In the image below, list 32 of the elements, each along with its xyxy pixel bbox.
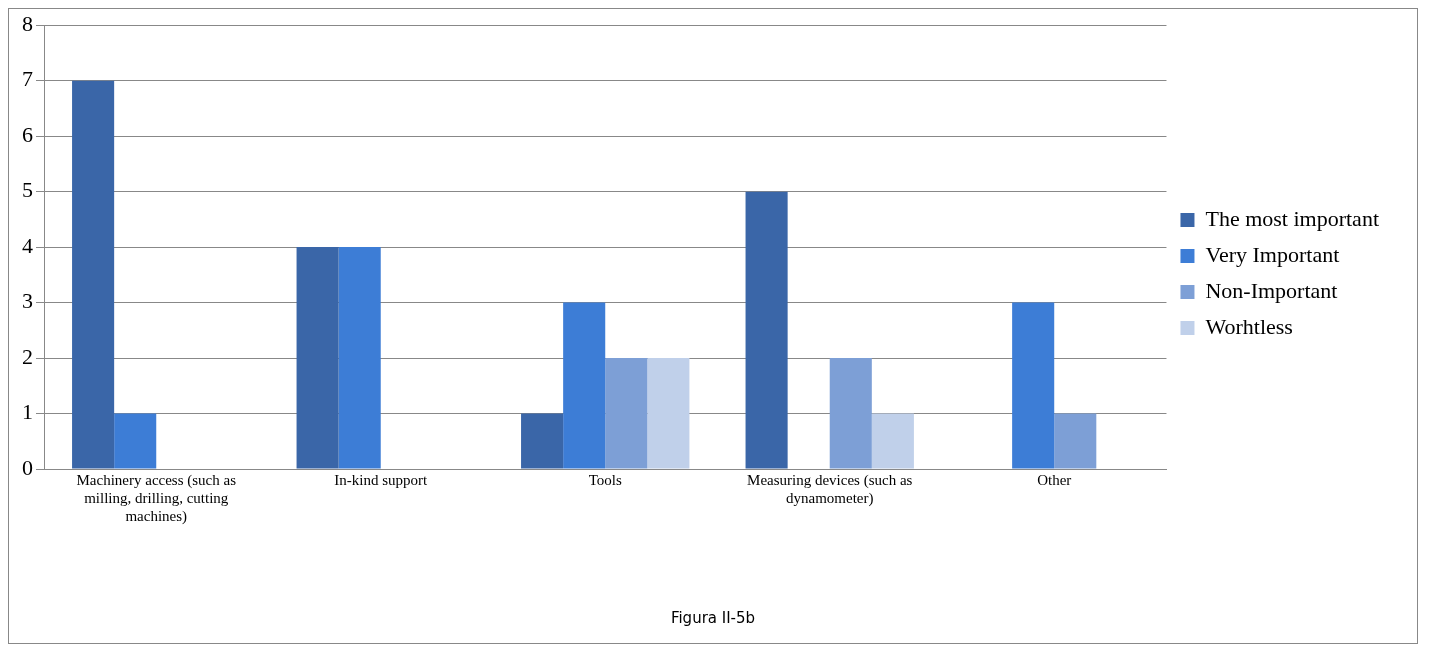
bar xyxy=(1012,302,1055,469)
y-tick-label: 6 xyxy=(22,121,33,147)
legend-label: Very Important xyxy=(1205,241,1340,267)
y-tick-label: 4 xyxy=(22,232,33,258)
x-tick-label: Measuring devices (such as dynamometer) xyxy=(747,471,913,507)
y-tick-label: 8 xyxy=(22,10,33,36)
bar xyxy=(114,413,157,469)
x-tick-label: Other xyxy=(1037,471,1072,488)
y-tick-label: 1 xyxy=(22,399,33,425)
bar xyxy=(647,358,690,469)
legend-label: Non-Important xyxy=(1205,277,1338,303)
bar xyxy=(563,302,606,469)
y-tick-label: 2 xyxy=(22,343,33,369)
legend-label: Worhtless xyxy=(1205,313,1293,339)
bar xyxy=(1054,413,1097,469)
text: Figura II-5b xyxy=(669,609,757,627)
y-tick-label: 3 xyxy=(22,288,33,314)
bar xyxy=(605,358,648,469)
y-tick-label: 0 xyxy=(22,454,33,480)
x-tick-label: Machinery access (such as milling, drilling, cutting machines) xyxy=(76,471,237,525)
x-tick-label: In-kind support xyxy=(334,471,429,488)
bar xyxy=(72,80,115,469)
x-tick-label: Tools xyxy=(588,471,622,488)
y-tick-label: 7 xyxy=(22,66,33,92)
legend-label: The most important xyxy=(1205,205,1379,231)
bar xyxy=(521,413,564,469)
bar xyxy=(745,191,788,469)
bar xyxy=(296,247,339,469)
bar xyxy=(829,358,872,469)
bar xyxy=(338,247,381,469)
bar xyxy=(871,413,914,469)
y-tick-label: 5 xyxy=(22,177,33,203)
